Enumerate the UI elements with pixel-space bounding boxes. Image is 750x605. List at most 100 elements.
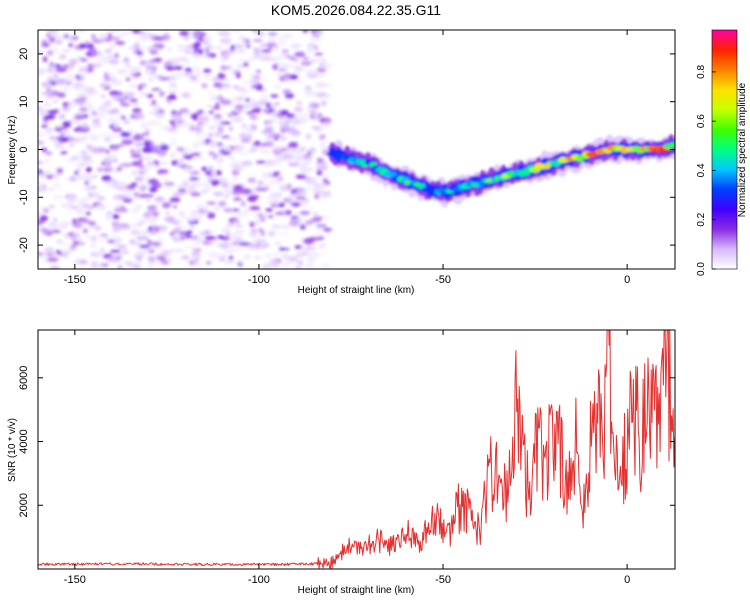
noise-speck [68,43,74,48]
noise-speck [315,227,324,231]
noise-speck [167,90,179,93]
noise-speck [46,110,53,114]
noise-speck [151,104,161,108]
noise-speck [154,58,163,62]
noise-speck [79,161,89,166]
noise-speck [293,65,304,69]
noise-speck [104,100,112,107]
noise-speck [42,208,50,214]
noise-speck [229,157,237,161]
noise-speck [157,151,166,157]
noise-speck [227,113,233,118]
noise-speck [135,178,143,182]
noise-speck [228,126,234,131]
noise-speck [255,87,263,91]
noise-speck [208,96,220,100]
noise-speck [193,45,199,51]
noise-speck [219,177,225,182]
noise-speck [238,35,247,41]
ridge-core [668,142,675,148]
noise-speck [280,110,289,115]
noise-speck [170,131,178,135]
noise-speck [201,133,208,136]
noise-speck [281,49,289,53]
noise-speck [121,115,126,120]
noise-speck [207,132,213,138]
colorbar-tick-label: 0.2 [696,212,707,226]
noise-speck [134,142,145,147]
noise-speck [215,45,223,51]
noise-speck [274,102,280,106]
noise-speck [230,103,235,108]
noise-speck [232,220,241,225]
noise-speck [219,121,232,125]
noise-speck [246,111,254,115]
noise-speck [247,129,254,135]
noise-speck [255,160,267,164]
noise-speck [155,114,165,119]
noise-speck [86,43,94,49]
noise-speck [57,37,64,41]
noise-speck [259,52,264,56]
noise-speck [256,77,269,82]
noise-speck [107,109,116,115]
noise-speck [71,232,80,239]
noise-speck [207,251,219,257]
noise-speck [321,83,334,87]
noise-speck [239,258,244,265]
noise-speck [191,215,201,220]
noise-speck [120,102,131,107]
noise-speck [230,247,243,252]
noise-speck [52,194,65,199]
noise-speck [38,181,44,188]
noise-speck [74,114,84,121]
noise-speck [86,205,96,210]
noise-speck [57,56,67,60]
noise-speck [49,265,61,269]
noise-speck [125,77,131,81]
noise-speck [307,257,315,263]
spectrogram-x-ticks: -150 -100 -50 0 [64,30,630,286]
noise-speck [253,140,261,147]
noise-speck [207,212,216,219]
noise-speck [193,54,201,60]
noise-speck [293,106,304,112]
colorbar-tick-label: 0.6 [696,114,707,128]
noise-speck [195,242,200,247]
noise-speck [269,263,280,268]
noise-speck [73,154,85,158]
noise-speck [249,221,255,228]
noise-speck [217,73,227,80]
noise-speck [90,242,97,248]
noise-speck [272,252,282,256]
noise-speck [242,160,253,166]
noise-speck [43,68,55,73]
noise-speck [316,165,328,171]
noise-speck [300,146,306,151]
y-tick-label: 10 [18,96,30,108]
noise-speck [189,260,194,266]
noise-speck [148,122,154,126]
noise-speck [276,176,284,181]
noise-speck [296,259,302,266]
noise-speck [73,119,80,126]
noise-speck [236,48,246,54]
noise-speck [298,68,308,72]
noise-speck [136,50,143,56]
noise-speck [311,126,322,130]
noise-speck [141,169,150,172]
noise-speck [53,124,64,128]
noise-speck [302,160,312,165]
noise-speck [311,217,322,223]
noise-speck [265,159,275,165]
noise-speck [173,205,177,209]
noise-speck [135,263,142,267]
noise-speck [130,153,142,158]
noise-speck [62,64,70,69]
noise-speck [218,200,227,207]
noise-speck [281,253,290,260]
noise-speck [204,229,211,236]
noise-speck [45,151,53,155]
noise-speck [272,198,281,205]
